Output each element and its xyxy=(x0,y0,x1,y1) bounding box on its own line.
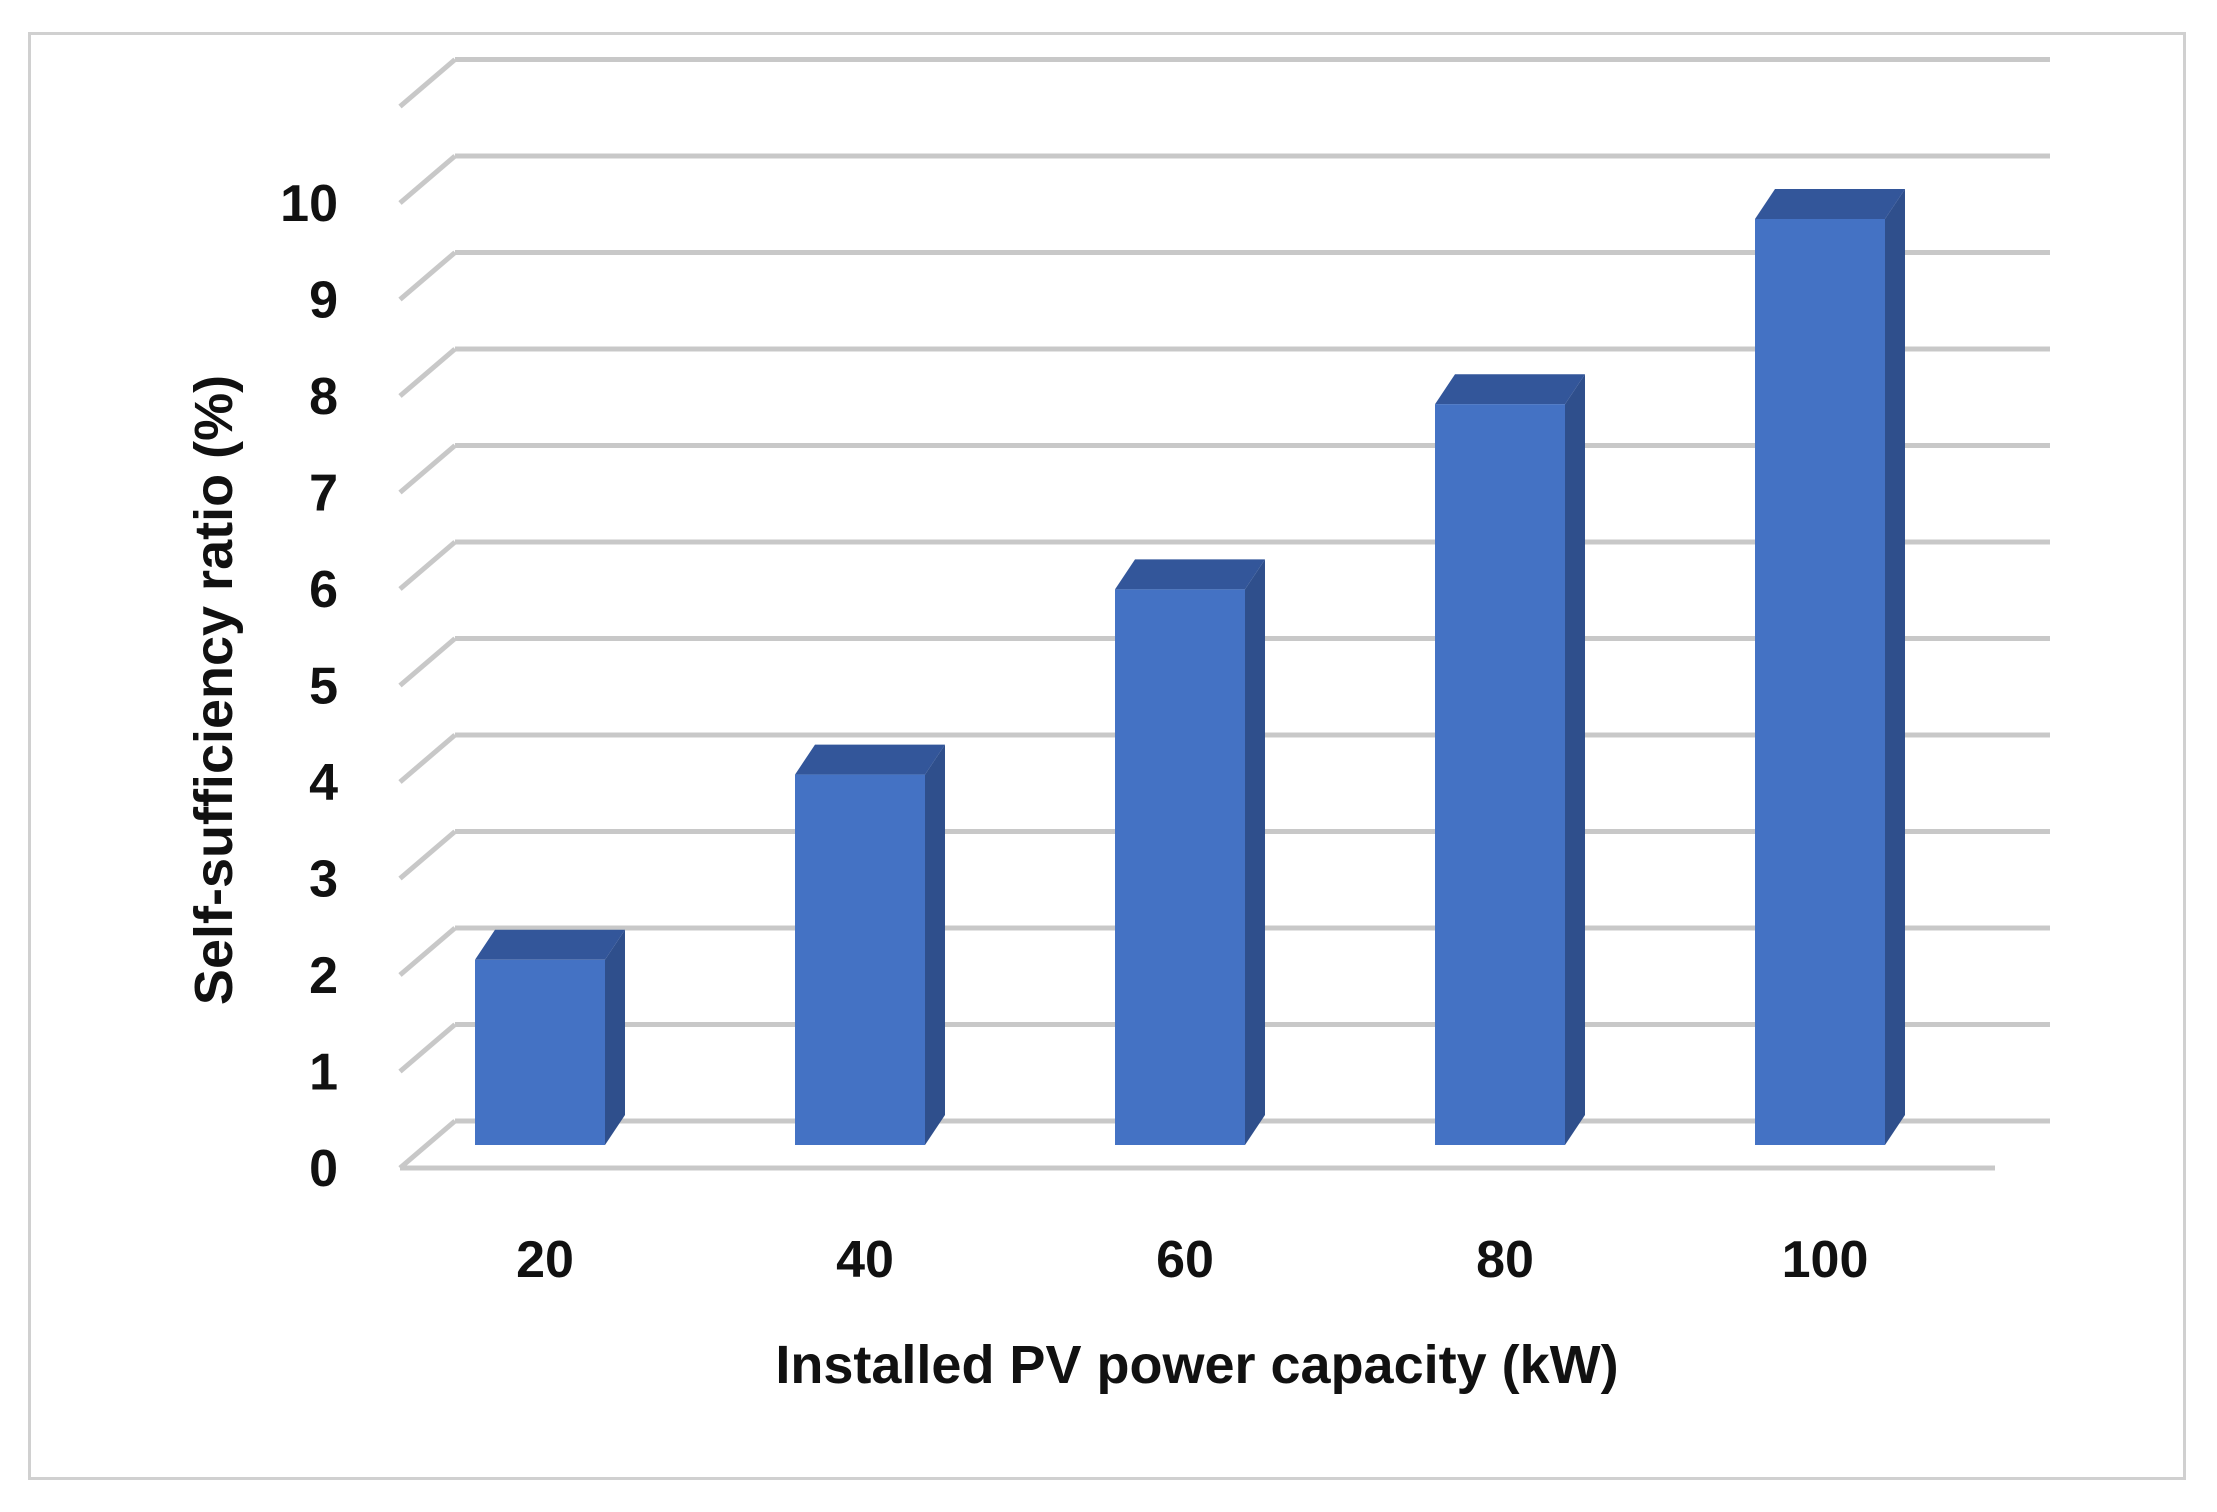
bar xyxy=(795,744,945,1145)
gridline-side xyxy=(398,733,457,784)
y-tick-label: 0 xyxy=(309,1140,338,1198)
gridline-side xyxy=(398,443,457,495)
gridline-side xyxy=(398,829,457,881)
bar xyxy=(475,929,625,1145)
gridline-side xyxy=(398,926,457,977)
y-tick-label: 8 xyxy=(309,368,338,426)
bar-front xyxy=(1755,219,1885,1145)
y-tick-label: 2 xyxy=(309,947,338,1005)
gridline-side xyxy=(398,1022,457,1074)
y-tick-label: 3 xyxy=(309,851,338,909)
bar-side xyxy=(1885,189,1905,1145)
bar-top xyxy=(475,929,625,960)
bars xyxy=(475,189,1905,1145)
gridline-side xyxy=(398,1119,457,1170)
y-tick-label: 5 xyxy=(309,658,338,716)
bar-front xyxy=(1435,404,1565,1145)
x-tick-label: 20 xyxy=(516,1231,574,1289)
y-tick-label: 9 xyxy=(309,272,338,330)
x-axis-title: Installed PV power capacity (kW) xyxy=(775,1335,1618,1395)
bar xyxy=(1435,374,1585,1145)
gridline-side xyxy=(398,636,457,688)
x-tick-label: 100 xyxy=(1782,1231,1869,1289)
y-tick-label: 10 xyxy=(280,175,338,233)
y-axis-title: Self-sufficiency ratio (%) xyxy=(184,375,244,1005)
bar-top xyxy=(1435,374,1585,405)
y-tick-label: 6 xyxy=(309,561,338,619)
gridline-side xyxy=(398,540,457,591)
bar-side xyxy=(1245,559,1265,1145)
bar-side xyxy=(1565,374,1585,1145)
bar-side xyxy=(605,929,625,1145)
x-tick-label: 60 xyxy=(1156,1231,1214,1289)
gridline-side xyxy=(398,347,457,398)
x-tick-label: 40 xyxy=(836,1231,894,1289)
y-tick-label: 4 xyxy=(309,754,338,812)
bar-top xyxy=(1755,189,1905,219)
bar-front xyxy=(1115,589,1245,1145)
y-axis-ticks: 0 1 2 3 4 5 6 7 8 9 10 xyxy=(280,175,338,1198)
gridline-side xyxy=(398,57,457,109)
bar-front xyxy=(475,959,605,1145)
bar xyxy=(1115,559,1265,1145)
y-tick-label: 1 xyxy=(309,1044,338,1102)
bar xyxy=(1755,189,1905,1145)
y-tick-label: 7 xyxy=(309,465,338,523)
bar-front xyxy=(795,774,925,1145)
gridline-side xyxy=(398,154,457,205)
gridline-side xyxy=(398,250,457,302)
x-tick-label: 80 xyxy=(1476,1231,1534,1289)
bar-top xyxy=(795,744,945,775)
x-axis-ticks: 20 40 60 80 100 xyxy=(516,1231,1868,1289)
bar-side xyxy=(925,744,945,1145)
bar-top xyxy=(1115,559,1265,590)
